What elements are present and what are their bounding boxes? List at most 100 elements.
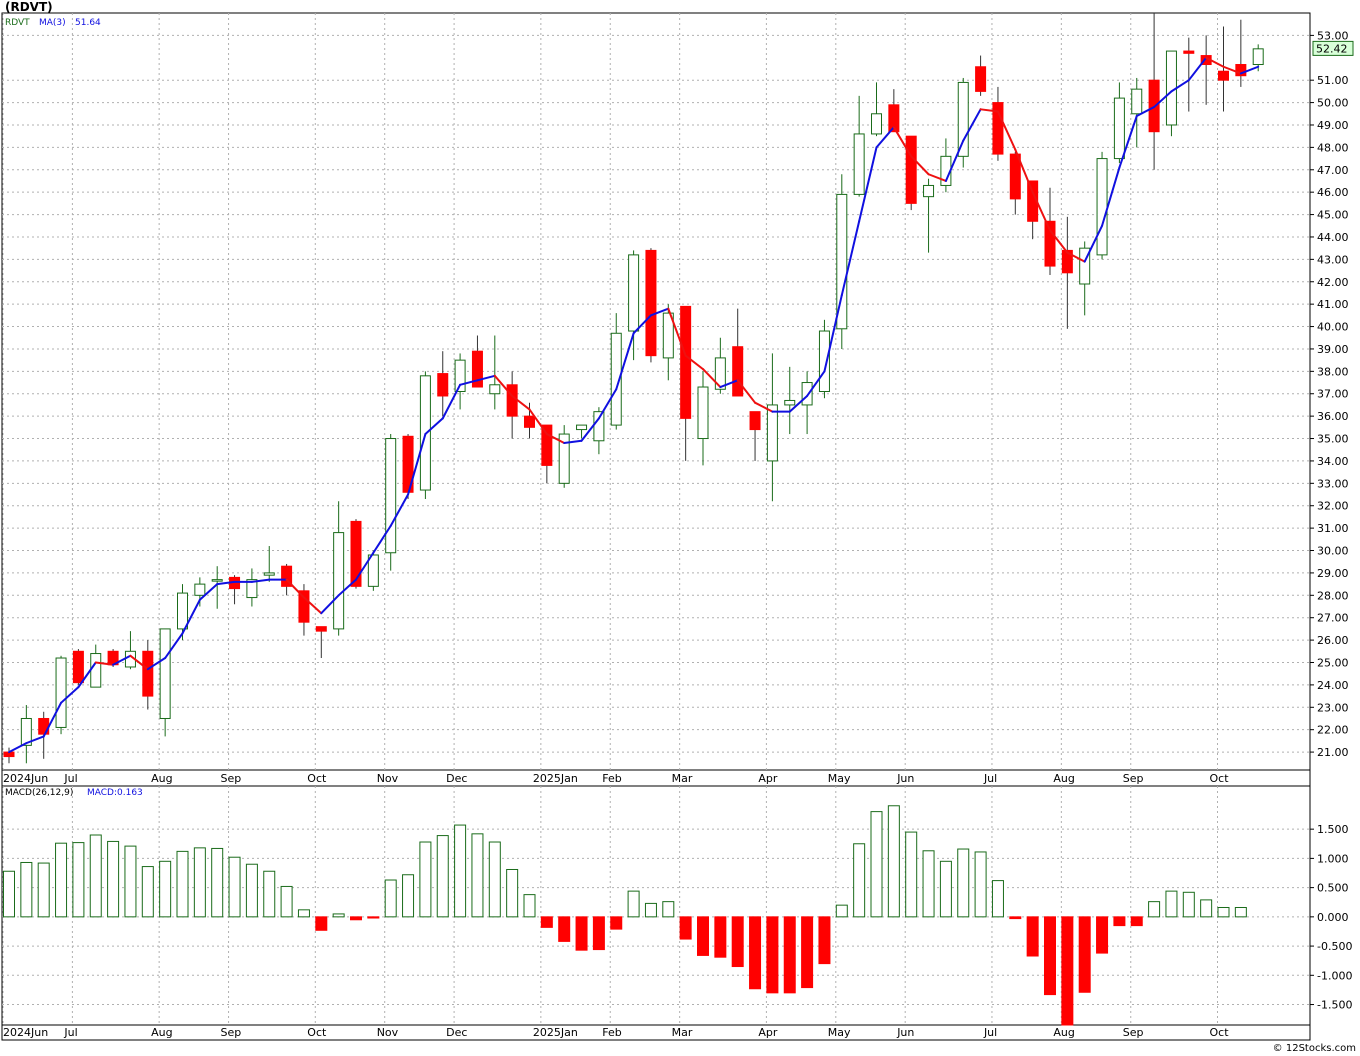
- ma-line-segment: [250, 578, 271, 583]
- macd-bar-positive: [627, 890, 640, 918]
- ma-line-segment: [1187, 56, 1208, 82]
- ma-line-segment: [754, 401, 774, 413]
- macd-legend-label: MACD(26,12,9): [5, 788, 73, 798]
- ma-line-segment: [424, 417, 444, 436]
- price-y-tick-label: 31.00: [1317, 522, 1349, 535]
- ma-line-segment: [927, 173, 947, 182]
- macd-bar-positive: [905, 831, 918, 918]
- macd-bar-negative: [731, 916, 744, 968]
- candle-up: [385, 438, 397, 554]
- ma-line-segment: [372, 524, 392, 554]
- macd-bar-negative: [679, 916, 692, 940]
- macd-x-label: 2025Jan: [533, 1026, 578, 1039]
- macd-bar-negative: [1130, 916, 1143, 927]
- ma-line-segment: [77, 661, 97, 689]
- price-y-tick-label: 25.00: [1317, 656, 1349, 669]
- price-y-tick-label: 45.00: [1317, 209, 1349, 222]
- candle-down: [992, 102, 1004, 155]
- credit-text: © 12Stocks.com: [1272, 1043, 1356, 1054]
- price-y-tick-label: 43.00: [1317, 253, 1349, 266]
- candle-up: [263, 572, 275, 576]
- price-y-tick-label: 37.00: [1317, 388, 1349, 401]
- macd-bar-positive: [20, 861, 33, 918]
- ma-line-segment: [719, 379, 739, 389]
- candle-up: [576, 424, 588, 431]
- ma-line-segment: [285, 578, 305, 599]
- ma-line-segment: [788, 394, 809, 413]
- price-x-label: Jun: [896, 772, 914, 785]
- macd-x-label: 2024Jun: [3, 1026, 48, 1039]
- candle-up: [1131, 88, 1143, 115]
- macd-bar-positive: [384, 879, 397, 918]
- candle-down: [645, 249, 657, 357]
- price-x-label: 2025Jan: [533, 772, 578, 785]
- ma-line-segment: [823, 294, 843, 373]
- candle-up: [662, 312, 674, 359]
- macd-x-label: Nov: [377, 1026, 399, 1039]
- candle-down: [541, 424, 553, 466]
- ma-line-segment: [25, 735, 45, 745]
- candle-up: [871, 113, 882, 135]
- macd-x-label: Oct: [307, 1026, 327, 1039]
- ma-line-segment: [389, 493, 410, 527]
- macd-bar-positive: [939, 860, 952, 918]
- macd-bar-positive: [488, 841, 501, 918]
- price-y-tick-label: 32.00: [1317, 500, 1349, 513]
- candle-up: [558, 433, 570, 484]
- macd-bar-positive: [297, 909, 310, 918]
- macd-date-axis: [1, 1024, 1311, 1041]
- price-y-tick-label: 39.00: [1317, 343, 1349, 356]
- macd-bar-positive: [644, 902, 657, 918]
- ma-line-segment: [875, 126, 895, 149]
- macd-bar-positive: [853, 843, 866, 918]
- ma-line-segment: [1118, 115, 1138, 169]
- macd-bar-positive: [107, 840, 120, 918]
- price-y-tick-label: 50.00: [1317, 97, 1349, 110]
- ma-line-segment: [1135, 106, 1156, 118]
- macd-bar-positive: [141, 866, 154, 918]
- macd-bar-positive: [332, 913, 345, 918]
- ma-line-segment: [667, 307, 687, 357]
- ma-line-segment: [580, 417, 600, 442]
- ma-line-segment: [806, 370, 826, 397]
- price-x-label: Nov: [377, 772, 399, 785]
- macd-bar-negative: [697, 916, 709, 956]
- ma-line-segment: [511, 394, 531, 411]
- candle-up: [367, 554, 379, 587]
- macd-bar-negative: [1096, 916, 1109, 954]
- macd-bar-positive: [89, 834, 102, 918]
- candle-down: [315, 626, 327, 632]
- macd-bar-positive: [55, 842, 68, 918]
- candle-down: [524, 415, 535, 428]
- ma-line-segment: [1153, 90, 1173, 109]
- candle-up: [1079, 247, 1091, 285]
- ma-line-segment: [407, 433, 427, 496]
- price-y-tick-label: 34.00: [1317, 455, 1349, 468]
- macd-bar-negative: [575, 916, 588, 951]
- candle-up: [454, 359, 466, 392]
- macd-x-label: Aug: [1053, 1026, 1074, 1039]
- candle-up: [836, 193, 848, 330]
- macd-bar-negative: [1078, 916, 1091, 993]
- candle-down: [749, 411, 761, 431]
- price-legend-symbol: RDVT: [5, 18, 30, 28]
- candle-up: [628, 254, 640, 332]
- price-x-label: Sep: [1123, 772, 1144, 785]
- macd-bar-positive: [159, 860, 172, 918]
- macd-bar-negative: [367, 916, 380, 919]
- macd-x-label: Mar: [672, 1026, 693, 1039]
- ma-line-segment: [1083, 224, 1104, 263]
- ma-line-segment: [649, 307, 670, 317]
- ma-line-segment: [493, 374, 514, 397]
- macd-legend-value: MACD:0.163: [87, 788, 143, 798]
- price-y-tick-label: 46.00: [1317, 186, 1349, 199]
- macd-bar-negative: [315, 916, 328, 931]
- ma-line-segment: [736, 379, 757, 404]
- ma-line-segment: [1031, 191, 1051, 232]
- ma-line-segment: [910, 155, 930, 176]
- price-y-tick-label: 35.00: [1317, 433, 1349, 446]
- ma-line-segment: [476, 374, 496, 382]
- macd-bar-negative: [540, 916, 553, 928]
- macd-bar-negative: [714, 916, 727, 958]
